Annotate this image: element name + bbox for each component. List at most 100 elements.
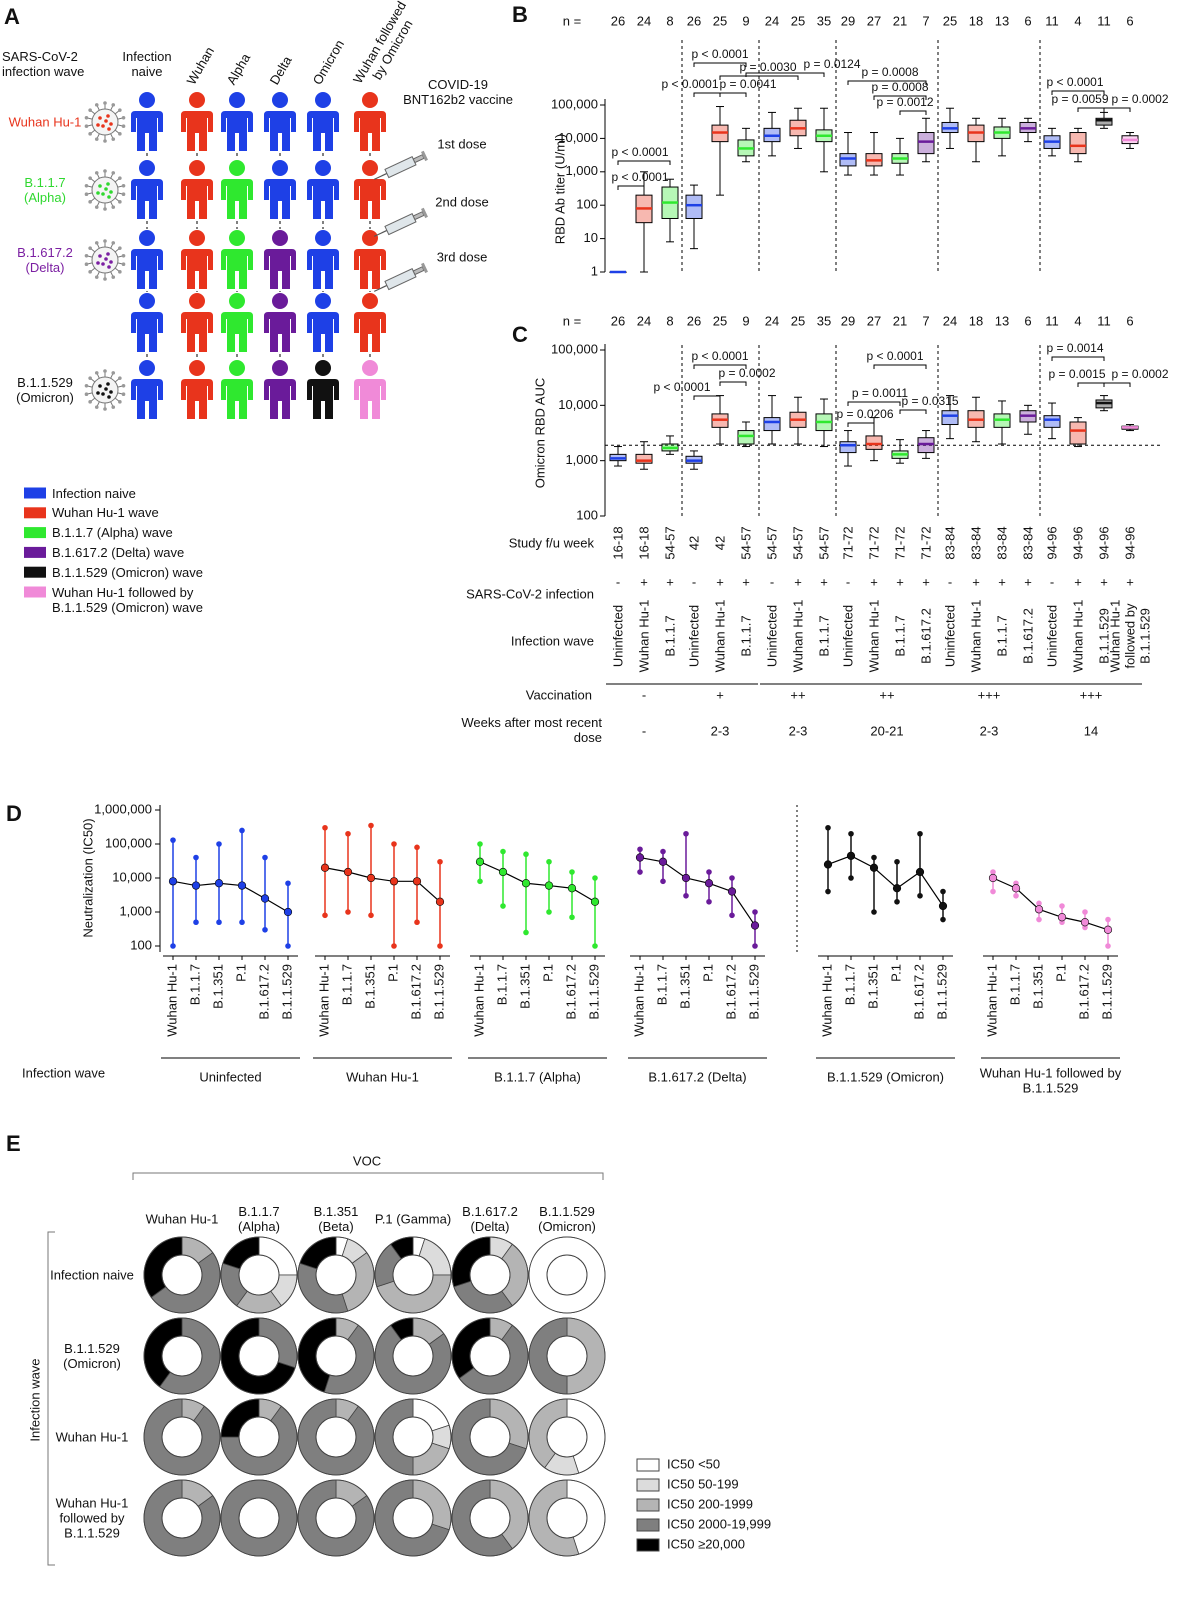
- donut-outline: [238, 1416, 280, 1458]
- legend-label: Infection naive: [52, 485, 136, 501]
- virus-spike: [87, 392, 93, 395]
- y-tick-label: 100,000: [105, 835, 152, 850]
- table-cell: Wuhan Hu-1: [968, 599, 984, 673]
- range-high: [569, 869, 575, 875]
- table-cell: 54-57: [738, 526, 754, 560]
- legend-swatch: [636, 1538, 660, 1552]
- person-head: [139, 293, 155, 309]
- person-head: [139, 230, 155, 246]
- donut-outline: [374, 1398, 452, 1476]
- virus-spike-tip: [84, 124, 89, 129]
- donut-outline: [451, 1398, 529, 1476]
- range-high: [825, 824, 831, 831]
- virus-spike: [90, 178, 96, 183]
- virus-spike-tip: [88, 400, 92, 404]
- person-head: [272, 230, 288, 246]
- virus-spike-tip: [103, 407, 107, 411]
- person-body: [221, 312, 253, 352]
- n-label: n =: [563, 313, 581, 328]
- range-high: [990, 869, 996, 875]
- virus-spike-tip: [121, 253, 126, 258]
- virus-spike: [114, 129, 120, 134]
- syringe-barrel: [384, 213, 417, 236]
- column-label: B.1.351 (Beta): [313, 1204, 359, 1234]
- bracket: [873, 95, 927, 100]
- donut-outline: [528, 1398, 606, 1476]
- person-head: [139, 160, 155, 176]
- virus-rna: [104, 387, 108, 391]
- median-point: [869, 863, 879, 872]
- virus-rna: [107, 127, 111, 131]
- virus-spike-tip: [111, 405, 116, 409]
- table-cell: 2-3: [789, 723, 808, 738]
- median-point: [260, 894, 270, 903]
- donut-outline: [451, 1479, 529, 1557]
- x-tick-label: B.1.617.2: [563, 964, 578, 1020]
- virus-rna: [107, 265, 111, 269]
- median-point: [590, 897, 600, 906]
- table-cell: 16-18: [636, 526, 652, 560]
- person-body: [264, 111, 296, 151]
- virus-spike: [87, 124, 93, 127]
- person-head: [315, 360, 331, 376]
- x-tick-label: B.1.1.7: [842, 964, 857, 1005]
- range-low: [1036, 916, 1042, 923]
- person-head: [189, 360, 205, 376]
- median-point: [475, 857, 485, 866]
- range-low: [569, 914, 575, 921]
- x-tick-label: B.1.351: [677, 964, 692, 1009]
- range-low: [990, 888, 996, 895]
- n-value: 25: [791, 13, 805, 28]
- virus-rna: [101, 124, 105, 128]
- y-tick-label: 1,000,000: [94, 801, 152, 816]
- bracket: [1051, 356, 1105, 361]
- table-cell: Uninfected: [610, 604, 626, 668]
- virus-spike-tip: [121, 115, 126, 120]
- n-label: n =: [563, 13, 581, 28]
- syringe: [373, 150, 428, 180]
- row-label: Wuhan Hu-1: [55, 1429, 129, 1445]
- p-value: p = 0.0041: [719, 77, 776, 91]
- median-point: [567, 884, 577, 893]
- virus-spike: [117, 385, 123, 388]
- donut-outline: [143, 1479, 221, 1557]
- range-high: [637, 846, 643, 853]
- box: [1069, 421, 1087, 445]
- median-point: [521, 879, 531, 888]
- donut-outline: [238, 1335, 280, 1377]
- virus-spike-tip: [84, 192, 89, 197]
- n-value: 24: [765, 13, 779, 28]
- box: [839, 441, 857, 454]
- virus-spike-tip: [94, 103, 99, 107]
- virus-spike: [87, 255, 93, 258]
- p-value: p = 0.0002: [1111, 367, 1168, 381]
- legend-swatch: [24, 527, 46, 539]
- median-point: [750, 921, 760, 930]
- person-body: [307, 111, 339, 151]
- virus-spike: [96, 373, 100, 379]
- virus-spike: [87, 262, 93, 265]
- syringe-needle: [373, 284, 388, 292]
- legend-label: B.1.1.7 (Alpha) wave: [52, 525, 173, 541]
- median-point: [343, 867, 353, 877]
- x-tick-label: B.1.617.2: [1076, 964, 1091, 1020]
- table-cell: B.1.1.7: [738, 615, 754, 657]
- x-tick-label: B.1.1.529: [431, 964, 446, 1020]
- range-high: [414, 844, 420, 851]
- virus-spike: [96, 133, 100, 139]
- person-head: [272, 92, 288, 108]
- group-label: B.1.1.529 (Omicron): [826, 1069, 945, 1085]
- range-low: [940, 916, 946, 923]
- x-tick-label: P.1: [385, 964, 400, 982]
- box: [865, 435, 883, 450]
- median-point: [168, 877, 178, 886]
- legend-label: IC50 50-199: [667, 1476, 739, 1491]
- donut-outline: [528, 1479, 606, 1557]
- y-tick-label: 1,000: [119, 903, 152, 918]
- virus-spike: [117, 192, 123, 195]
- group-axis-title: Infection wave: [22, 1065, 105, 1080]
- table-cell: -: [642, 723, 646, 738]
- donut-segment: [451, 1236, 491, 1288]
- virus-spike-tip: [103, 169, 107, 173]
- median-point: [389, 877, 399, 886]
